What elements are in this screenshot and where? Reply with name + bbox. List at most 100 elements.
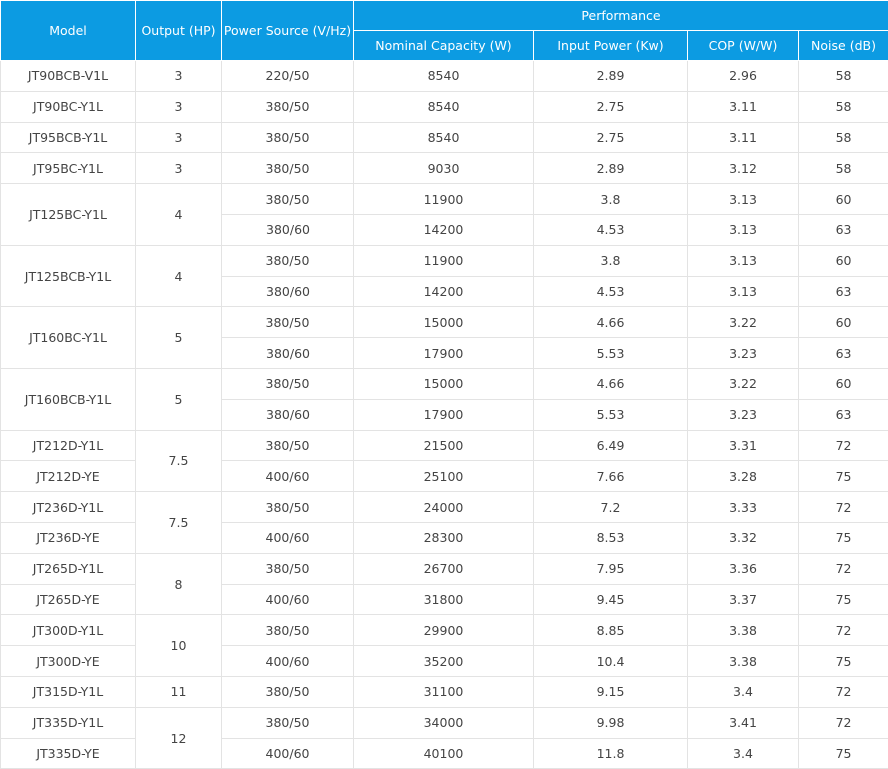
cell-power-source: 380/50 bbox=[222, 122, 354, 153]
cell-input-power: 4.66 bbox=[534, 307, 688, 338]
cell-output: 4 bbox=[136, 184, 222, 246]
cell-cop: 3.4 bbox=[688, 738, 799, 769]
header-cop: COP (W/W) bbox=[688, 31, 799, 61]
table-row: JT315D-Y1L 11 380/50 31100 9.15 3.4 72 bbox=[1, 676, 888, 707]
cell-cop: 3.13 bbox=[688, 276, 799, 307]
cell-noise: 72 bbox=[799, 615, 888, 646]
cell-model: JT265D-YE bbox=[1, 584, 136, 615]
cell-noise: 75 bbox=[799, 646, 888, 677]
cell-noise: 72 bbox=[799, 707, 888, 738]
cell-noise: 75 bbox=[799, 461, 888, 492]
cell-capacity: 28300 bbox=[354, 522, 534, 553]
cell-model: JT95BCB-Y1L bbox=[1, 122, 136, 153]
cell-cop: 3.22 bbox=[688, 307, 799, 338]
cell-output: 12 bbox=[136, 707, 222, 769]
cell-model: JT212D-Y1L bbox=[1, 430, 136, 461]
cell-noise: 58 bbox=[799, 91, 888, 122]
cell-input-power: 9.45 bbox=[534, 584, 688, 615]
header-output: Output (HP) bbox=[136, 1, 222, 61]
cell-power-source: 380/60 bbox=[222, 338, 354, 369]
cell-power-source: 380/50 bbox=[222, 615, 354, 646]
cell-cop: 3.12 bbox=[688, 153, 799, 184]
cell-noise: 63 bbox=[799, 399, 888, 430]
cell-capacity: 25100 bbox=[354, 461, 534, 492]
cell-noise: 75 bbox=[799, 584, 888, 615]
cell-capacity: 31800 bbox=[354, 584, 534, 615]
cell-capacity: 26700 bbox=[354, 553, 534, 584]
cell-cop: 3.13 bbox=[688, 184, 799, 215]
cell-power-source: 380/50 bbox=[222, 184, 354, 215]
cell-capacity: 15000 bbox=[354, 307, 534, 338]
cell-capacity: 21500 bbox=[354, 430, 534, 461]
cell-output: 5 bbox=[136, 307, 222, 369]
cell-power-source: 380/50 bbox=[222, 676, 354, 707]
cell-model: JT125BCB-Y1L bbox=[1, 245, 136, 307]
table-row: JT212D-YE 400/60 25100 7.66 3.28 75 bbox=[1, 461, 888, 492]
header-nominal-capacity: Nominal Capacity (W) bbox=[354, 31, 534, 61]
cell-cop: 3.22 bbox=[688, 368, 799, 399]
table-row: JT90BCB-V1L 3 220/50 8540 2.89 2.96 58 bbox=[1, 61, 888, 92]
cell-noise: 60 bbox=[799, 184, 888, 215]
cell-output: 7.5 bbox=[136, 492, 222, 554]
cell-power-source: 400/60 bbox=[222, 738, 354, 769]
cell-output: 7.5 bbox=[136, 430, 222, 492]
cell-capacity: 35200 bbox=[354, 646, 534, 677]
cell-output: 8 bbox=[136, 553, 222, 615]
table-row: JT335D-YE 400/60 40100 11.8 3.4 75 bbox=[1, 738, 888, 769]
cell-cop: 3.31 bbox=[688, 430, 799, 461]
cell-cop: 3.32 bbox=[688, 522, 799, 553]
cell-capacity: 15000 bbox=[354, 368, 534, 399]
cell-input-power: 2.89 bbox=[534, 153, 688, 184]
table-row: JT265D-Y1L 8 380/50 26700 7.95 3.36 72 bbox=[1, 553, 888, 584]
cell-noise: 60 bbox=[799, 245, 888, 276]
cell-cop: 3.37 bbox=[688, 584, 799, 615]
cell-cop: 3.33 bbox=[688, 492, 799, 523]
cell-noise: 60 bbox=[799, 368, 888, 399]
cell-input-power: 8.85 bbox=[534, 615, 688, 646]
cell-capacity: 17900 bbox=[354, 338, 534, 369]
cell-power-source: 380/50 bbox=[222, 307, 354, 338]
header-noise: Noise (dB) bbox=[799, 31, 888, 61]
cell-model: JT335D-YE bbox=[1, 738, 136, 769]
cell-capacity: 17900 bbox=[354, 399, 534, 430]
cell-input-power: 7.2 bbox=[534, 492, 688, 523]
cell-input-power: 7.95 bbox=[534, 553, 688, 584]
cell-model: JT125BC-Y1L bbox=[1, 184, 136, 246]
cell-power-source: 380/60 bbox=[222, 399, 354, 430]
cell-input-power: 4.53 bbox=[534, 276, 688, 307]
cell-noise: 72 bbox=[799, 430, 888, 461]
cell-output: 3 bbox=[136, 153, 222, 184]
cell-power-source: 380/50 bbox=[222, 430, 354, 461]
cell-capacity: 9030 bbox=[354, 153, 534, 184]
cell-cop: 3.11 bbox=[688, 122, 799, 153]
cell-input-power: 6.49 bbox=[534, 430, 688, 461]
cell-power-source: 380/60 bbox=[222, 214, 354, 245]
cell-cop: 3.36 bbox=[688, 553, 799, 584]
cell-input-power: 7.66 bbox=[534, 461, 688, 492]
cell-model: JT90BCB-V1L bbox=[1, 61, 136, 92]
cell-model: JT335D-Y1L bbox=[1, 707, 136, 738]
cell-power-source: 400/60 bbox=[222, 584, 354, 615]
header-model: Model bbox=[1, 1, 136, 61]
cell-input-power: 2.89 bbox=[534, 61, 688, 92]
cell-input-power: 5.53 bbox=[534, 338, 688, 369]
cell-power-source: 400/60 bbox=[222, 461, 354, 492]
cell-input-power: 3.8 bbox=[534, 245, 688, 276]
cell-input-power: 2.75 bbox=[534, 91, 688, 122]
cell-capacity: 11900 bbox=[354, 184, 534, 215]
cell-model: JT95BC-Y1L bbox=[1, 153, 136, 184]
cell-input-power: 5.53 bbox=[534, 399, 688, 430]
cell-power-source: 380/50 bbox=[222, 553, 354, 584]
cell-model: JT212D-YE bbox=[1, 461, 136, 492]
table-row: JT90BC-Y1L 3 380/50 8540 2.75 3.11 58 bbox=[1, 91, 888, 122]
cell-input-power: 3.8 bbox=[534, 184, 688, 215]
cell-noise: 75 bbox=[799, 738, 888, 769]
cell-cop: 3.11 bbox=[688, 91, 799, 122]
cell-capacity: 24000 bbox=[354, 492, 534, 523]
cell-power-source: 380/50 bbox=[222, 707, 354, 738]
cell-noise: 72 bbox=[799, 553, 888, 584]
cell-power-source: 400/60 bbox=[222, 646, 354, 677]
cell-capacity: 34000 bbox=[354, 707, 534, 738]
cell-input-power: 9.98 bbox=[534, 707, 688, 738]
cell-capacity: 14200 bbox=[354, 276, 534, 307]
